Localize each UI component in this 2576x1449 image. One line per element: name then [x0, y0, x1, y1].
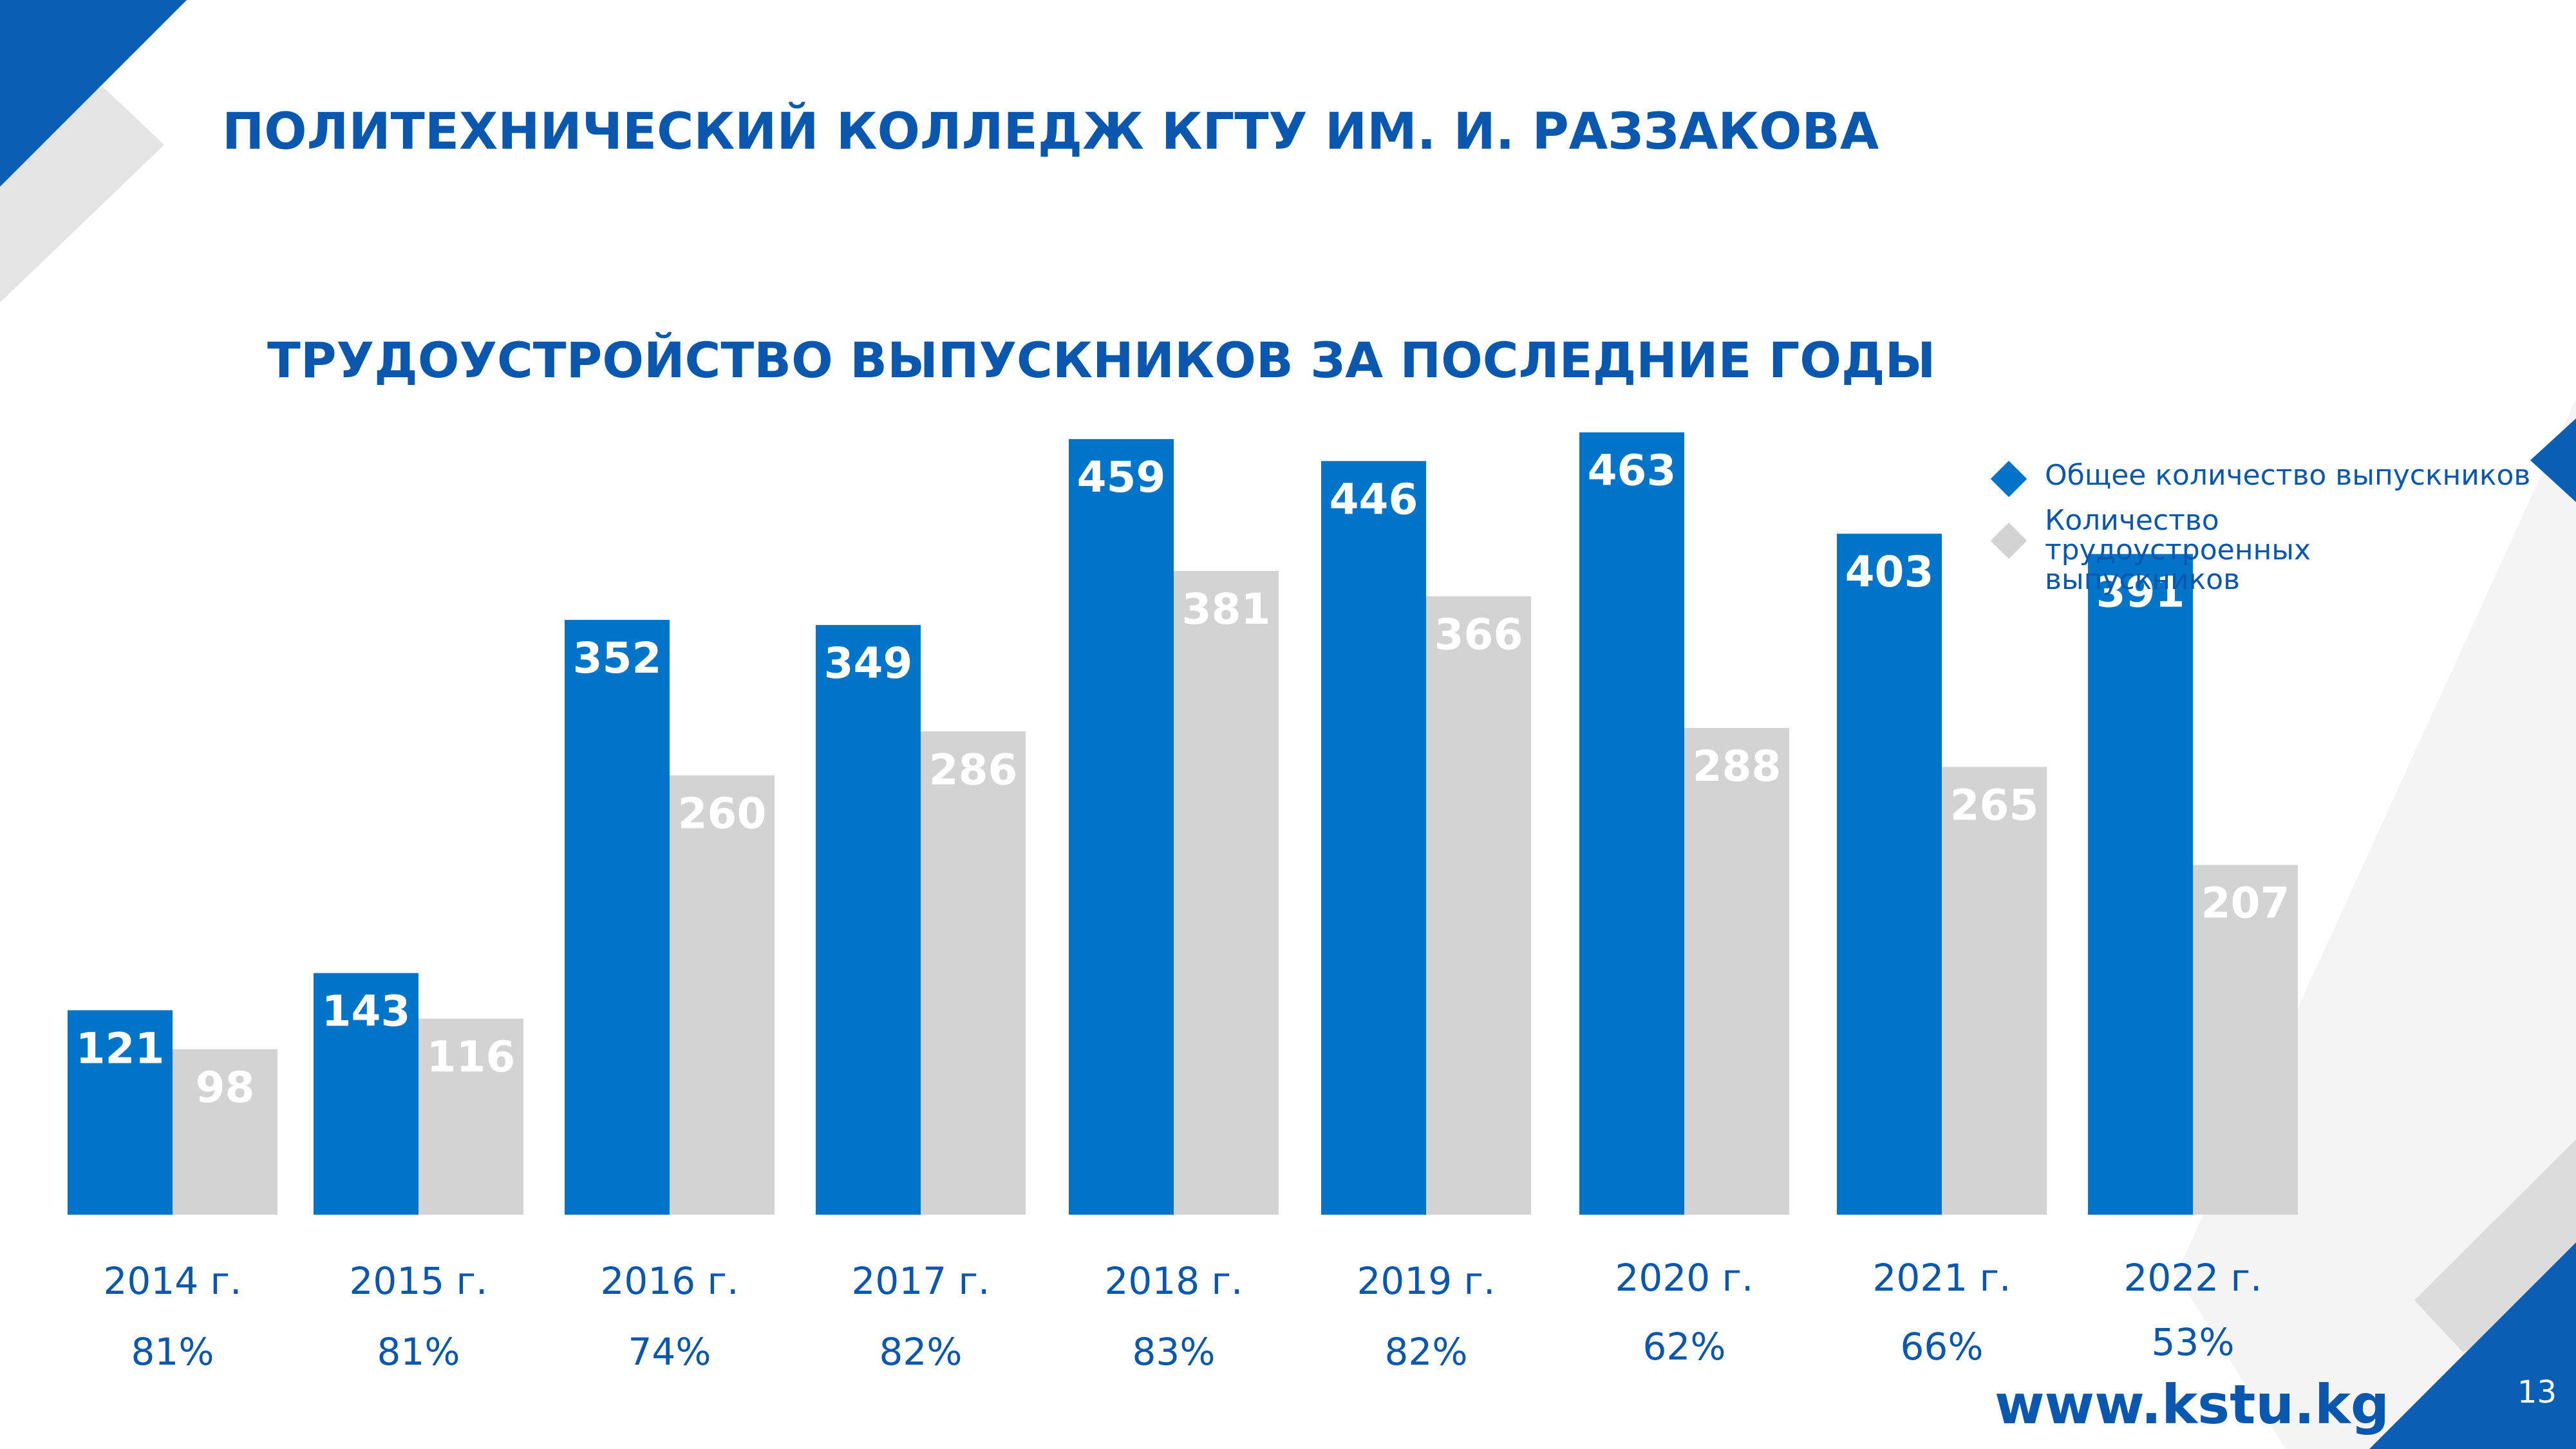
- percentage-label-4: 83%: [1133, 1330, 1216, 1374]
- legend-marker-blue-icon: [1990, 460, 2027, 498]
- bar-total-8: [2088, 554, 2193, 1215]
- bar-employed-1: [418, 1018, 523, 1215]
- data-label-total-5: 446: [1330, 474, 1418, 524]
- category-label-3: 2017 г.: [852, 1259, 990, 1303]
- percentage-label-1: 81%: [377, 1330, 460, 1374]
- data-label-employed-2: 260: [678, 789, 767, 839]
- category-label-7: 2021 г.: [1873, 1256, 2011, 1300]
- legend-marker-gray-icon: [1990, 522, 2027, 559]
- legend-item-total: Общее количество выпускников: [1988, 459, 2531, 498]
- category-label-4: 2018 г.: [1105, 1259, 1243, 1303]
- data-label-total-8: 391: [2096, 568, 2185, 617]
- bar-employed-8: [2193, 865, 2298, 1215]
- corner-blue-triangle-bottom-right: [2369, 1242, 2576, 1449]
- bar-total-1: [314, 973, 418, 1215]
- data-label-employed-8: 207: [2201, 879, 2290, 928]
- data-label-total-6: 463: [1588, 446, 1677, 496]
- page-number: 13: [2517, 1374, 2557, 1410]
- percentage-label-5: 82%: [1385, 1330, 1468, 1374]
- bar-total-3: [816, 624, 921, 1215]
- bar-employed-2: [670, 775, 775, 1215]
- category-label-2: 2016 г.: [601, 1259, 739, 1303]
- legend-label-employed: Количество трудоустроенных выпускников: [2045, 504, 2311, 596]
- bar-total-5: [1321, 461, 1426, 1215]
- data-label-total-4: 459: [1077, 453, 1166, 502]
- bar-total-2: [565, 620, 670, 1215]
- data-label-employed-3: 286: [929, 745, 1018, 794]
- percentage-label-7: 66%: [1901, 1325, 1984, 1369]
- percentage-label-2: 74%: [628, 1330, 711, 1374]
- data-label-employed-1: 116: [427, 1033, 516, 1082]
- website-link[interactable]: www.kstu.kg: [1994, 1373, 2389, 1436]
- bar-employed-3: [921, 731, 1026, 1215]
- percentage-label-0: 81%: [131, 1330, 214, 1374]
- data-label-employed-6: 288: [1693, 742, 1782, 791]
- data-label-employed-4: 381: [1182, 584, 1271, 634]
- category-label-1: 2015 г.: [350, 1259, 488, 1303]
- bar-employed-7: [1942, 767, 2047, 1215]
- data-label-total-7: 403: [1845, 547, 1934, 597]
- bar-total-4: [1069, 439, 1174, 1215]
- category-label-5: 2019 г.: [1357, 1259, 1496, 1303]
- category-label-0: 2014 г.: [104, 1259, 242, 1303]
- page-title: ПОЛИТЕХНИЧЕСКИЙ КОЛЛЕДЖ КГТУ ИМ. И. РАЗЗ…: [222, 103, 1879, 161]
- category-label-8: 2022 г.: [2124, 1256, 2262, 1300]
- bar-employed-4: [1174, 570, 1279, 1215]
- bar-employed-5: [1426, 596, 1531, 1215]
- data-label-employed-0: 98: [196, 1063, 255, 1112]
- data-label-total-1: 143: [322, 987, 411, 1036]
- bar-employed-0: [173, 1049, 277, 1215]
- data-label-total-2: 352: [573, 633, 662, 683]
- legend-item-employed: Количество трудоустроенных выпускников: [1988, 506, 2490, 595]
- bar-total-6: [1579, 432, 1684, 1215]
- data-label-employed-5: 366: [1434, 610, 1523, 659]
- bar-total-7: [1837, 534, 1942, 1215]
- percentage-label-3: 82%: [879, 1330, 963, 1374]
- data-label-total-0: 121: [76, 1024, 165, 1073]
- bar-total-0: [68, 1010, 173, 1215]
- category-label-6: 2020 г.: [1615, 1256, 1754, 1300]
- bar-employed-6: [1684, 728, 1789, 1215]
- legend-label-total: Общее количество выпускников: [2045, 459, 2531, 492]
- data-label-total-3: 349: [824, 639, 913, 688]
- data-label-employed-7: 265: [1950, 780, 2039, 830]
- blue-arrow-right-edge: [2530, 418, 2576, 502]
- chart-title: ТРУДОУСТРОЙСТВО ВЫПУСКНИКОВ ЗА ПОСЛЕДНИЕ…: [267, 332, 1936, 389]
- corner-blue-triangle-top-left: [0, 0, 187, 187]
- percentage-label-8: 53%: [2152, 1320, 2235, 1364]
- percentage-label-6: 62%: [1643, 1325, 1726, 1369]
